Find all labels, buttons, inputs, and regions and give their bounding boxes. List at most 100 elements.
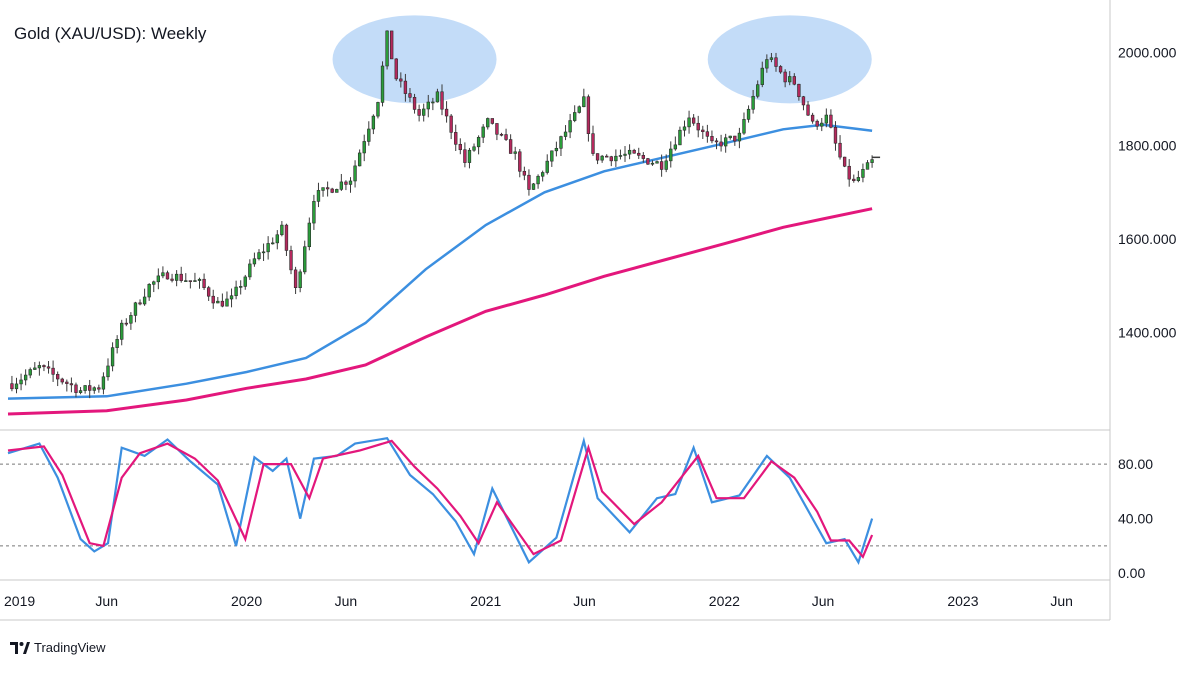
candle-up (788, 76, 792, 83)
candle-down (202, 278, 206, 288)
candle-up (385, 30, 389, 67)
candle-up (339, 181, 344, 190)
candle-down (518, 151, 522, 172)
candle-up (513, 151, 517, 154)
time-tick-label: 2023 (947, 593, 978, 609)
candle-down (440, 91, 444, 110)
candle-down (637, 152, 641, 156)
candle-up (573, 112, 577, 121)
candle-up (618, 155, 623, 157)
candle-up (14, 383, 19, 390)
candle-down (454, 132, 458, 145)
candle-down (833, 127, 838, 144)
candle-up (673, 144, 678, 150)
candle-up (28, 369, 32, 376)
candle-up (133, 302, 138, 316)
candle-up (820, 122, 824, 127)
moving-average-layer (7, 123, 873, 416)
candle-up (120, 322, 124, 340)
candle-up (760, 67, 764, 85)
candle-down (778, 66, 783, 73)
stoch-tick-label: 80.00 (1118, 456, 1153, 472)
candle-down (206, 287, 211, 297)
candle-up (174, 273, 179, 281)
candle-up (650, 162, 655, 165)
candle-down (641, 155, 645, 159)
candle-up (316, 190, 321, 202)
candle-down (609, 156, 613, 162)
candle-up (746, 108, 751, 120)
candle-up (554, 147, 559, 152)
price-tick-label: 1800.000 (1118, 138, 1177, 154)
ma-fast-line (7, 123, 873, 400)
candle-down (170, 278, 174, 281)
candle-up (129, 315, 133, 324)
candle-up (472, 146, 476, 151)
candle-down (65, 381, 69, 384)
candle-up (481, 126, 485, 138)
candle-down (88, 385, 92, 391)
candle-up (197, 278, 202, 281)
candle-up (229, 295, 234, 300)
time-tick-label: 2022 (709, 593, 740, 609)
candle-down (74, 384, 78, 393)
stoch-tick-label: 40.00 (1118, 511, 1153, 527)
candle-up (371, 115, 376, 130)
candle-down (463, 149, 467, 163)
chart-canvas: 1400.000 1600.000 1800.000 2000.000 0.00 40.0… (0, 0, 1177, 621)
candle-down (289, 250, 293, 271)
candle-down (733, 135, 737, 142)
candle-down (399, 78, 403, 82)
candle-up (156, 275, 161, 283)
tradingview-brand[interactable]: TradingView (10, 640, 106, 655)
candle-up (563, 131, 568, 137)
time-tick-label: Jun (1050, 593, 1073, 609)
candle-up (865, 162, 870, 170)
candle-down (490, 118, 495, 124)
candle-up (78, 390, 83, 393)
candle-up (239, 286, 243, 288)
tradingview-logo-icon (10, 641, 30, 654)
candle-down (815, 120, 819, 127)
candle-up (280, 224, 284, 236)
candle-down (394, 58, 398, 80)
candle-up (669, 148, 673, 162)
candle-up (531, 183, 536, 190)
candle-up (751, 95, 755, 110)
candle-up (870, 159, 874, 163)
candle-up (353, 165, 357, 182)
candle-down (403, 80, 408, 94)
price-tick-label: 2000.000 (1118, 44, 1177, 60)
candle-down (659, 161, 664, 170)
chart-title: Gold (XAU/USD): Weekly (14, 24, 207, 43)
candle-up (545, 160, 549, 173)
candle-down (390, 30, 394, 60)
candle-down (691, 117, 696, 124)
stoch-k-line (7, 436, 874, 565)
candle-down (847, 165, 851, 180)
time-tick-label: Jun (573, 593, 596, 609)
candle-down (806, 104, 810, 116)
candle-up (742, 119, 746, 134)
candle-up (307, 222, 311, 248)
candle-down (46, 366, 51, 369)
brand-name: TradingView (34, 640, 106, 655)
candle-down (719, 141, 723, 147)
time-tick-label: Jun (335, 593, 358, 609)
candle-up (861, 168, 865, 178)
candle-down (829, 114, 833, 128)
candle-down (449, 115, 453, 133)
candle-up (600, 155, 604, 161)
candle-down (458, 143, 462, 151)
candle-down (605, 155, 609, 158)
ma-slow-line (7, 207, 873, 416)
candle-up (184, 280, 188, 282)
candle-up (362, 141, 366, 154)
candle-up (824, 114, 829, 124)
candle-down (701, 129, 705, 133)
candle-up (303, 246, 307, 273)
candle-up (83, 385, 87, 391)
candle-up (723, 137, 728, 147)
candle-up (271, 242, 275, 245)
candle-up (161, 272, 165, 277)
